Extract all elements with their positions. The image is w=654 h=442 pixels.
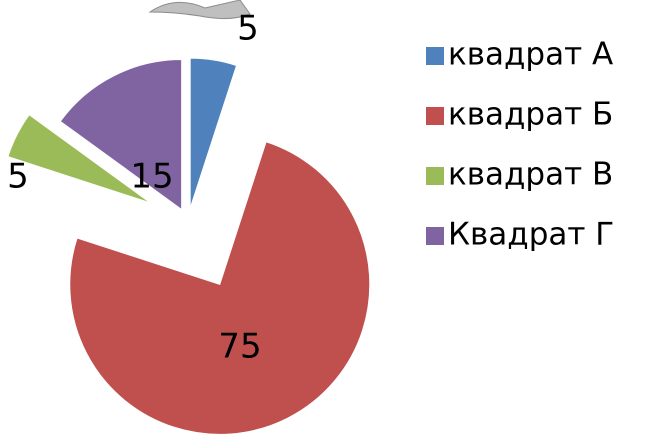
pie-slice <box>189 57 238 209</box>
pie-slice <box>7 114 151 204</box>
title-decoration <box>148 0 251 20</box>
pie-slice <box>59 59 183 211</box>
pie-slice <box>69 141 371 435</box>
data-label: 15 <box>130 157 173 197</box>
legend-label: квадрат Б <box>448 97 613 133</box>
legend-swatch <box>426 107 444 125</box>
legend-label: квадрат В <box>448 157 613 193</box>
legend-label: Квадрат Г <box>448 217 614 253</box>
data-label: 5 <box>7 157 29 197</box>
data-label: 5 <box>237 9 259 49</box>
data-label: 75 <box>218 327 261 367</box>
legend-swatch <box>426 167 444 185</box>
legend-swatch <box>426 227 444 245</box>
legend-label: квадрат А <box>448 37 613 73</box>
legend-swatch <box>426 47 444 65</box>
